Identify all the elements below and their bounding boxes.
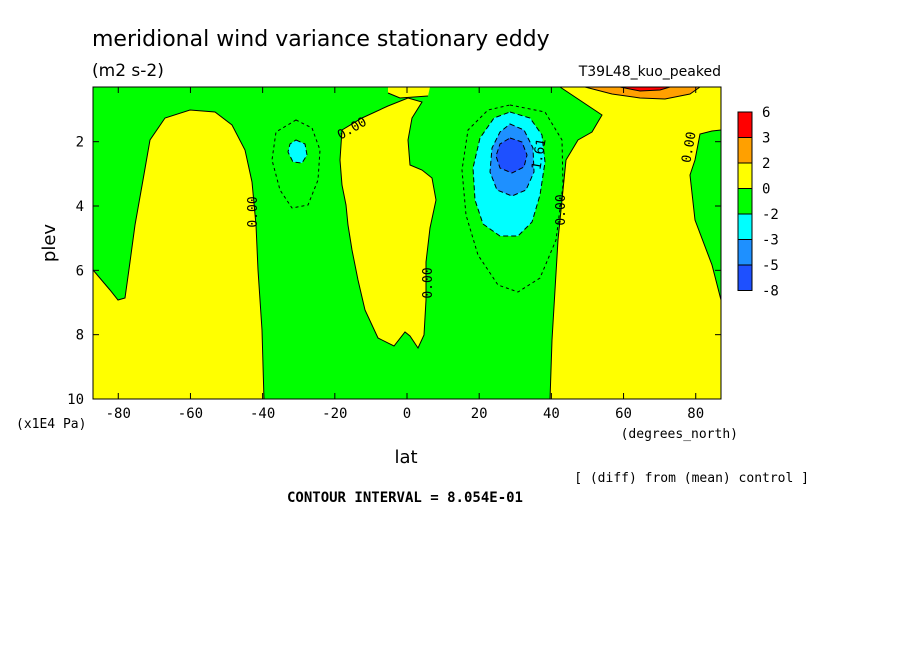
x-axis-label: lat (394, 447, 417, 468)
contour-field: 0.00 0.00 0.00 0.00 0.00 1.61 (93, 87, 721, 399)
colorbar-label: 3 (762, 131, 770, 147)
yellow-region-equator (340, 98, 436, 348)
colorbar-swatch (737, 162, 753, 189)
yellow-region-north (550, 87, 721, 399)
x-tick-label: -80 (106, 406, 131, 422)
x-axis-units: (degrees_north) (621, 427, 738, 442)
x-tick-label: 80 (687, 406, 704, 422)
x-tick-label: -40 (250, 406, 275, 422)
contour-interval: CONTOUR INTERVAL = 8.054E-01 (287, 490, 523, 506)
colorbar-label: -2 (762, 207, 779, 223)
colorbar-swatch (737, 188, 753, 215)
contour-label: 0.00 (679, 131, 699, 164)
colorbar-swatch (737, 213, 753, 240)
colorbar-label: -8 (762, 284, 779, 300)
cyan-cell-south (288, 140, 307, 163)
colorbar-swatch (737, 264, 753, 291)
deep-blue-region (496, 138, 527, 173)
experiment-label: T39L48_kuo_peaked (578, 64, 721, 80)
y-tick-label: 8 (76, 328, 84, 344)
x-tick-label: -60 (178, 406, 203, 422)
diff-note: [ (diff) from (mean) control ] (574, 471, 809, 486)
x-tick-label: 60 (615, 406, 632, 422)
x-tick-label: -20 (322, 406, 347, 422)
colorbar-swatch (737, 239, 753, 266)
y-tick-label: 2 (76, 135, 84, 151)
y-axis-label: plev (39, 224, 60, 263)
yellow-sliver-top (388, 87, 430, 98)
contour-label: 0.00 (554, 194, 569, 225)
y-tick-label: 6 (76, 263, 84, 279)
x-tick-label: 0 (403, 406, 411, 422)
colorbar-label: -3 (762, 233, 779, 249)
contour-label: 1.61 (529, 138, 549, 171)
colorbar-swatch (737, 137, 753, 164)
y-tick-label: 10 (67, 392, 84, 408)
colorbar-label: 2 (762, 156, 770, 172)
x-tick-label: 20 (471, 406, 488, 422)
units-label: (m2 s-2) (92, 61, 164, 81)
colorbar-label: -5 (762, 258, 779, 274)
x-tick-label: 40 (543, 406, 560, 422)
y-tick-label: 4 (76, 199, 84, 215)
colorbar-label: 6 (762, 105, 770, 121)
x-axis: -80 -60 -40 -20 0 20 40 60 80 (106, 87, 704, 422)
colorbar-swatch (737, 111, 753, 138)
y-axis: 2 4 6 8 10 (67, 135, 721, 408)
chart-title: meridional wind variance stationary eddy (92, 27, 550, 52)
contour-label: 0.00 (246, 196, 261, 227)
contour-lines (93, 87, 721, 399)
yellow-region-south-pole (93, 110, 264, 399)
y-axis-units: (x1E4 Pa) (16, 417, 86, 432)
contour-label: 0.00 (421, 267, 436, 298)
colorbar-label: 0 (762, 182, 770, 198)
orange-region-top (585, 87, 700, 99)
colorbar: 6 3 2 0 -2 -3 -5 -8 (737, 105, 779, 300)
